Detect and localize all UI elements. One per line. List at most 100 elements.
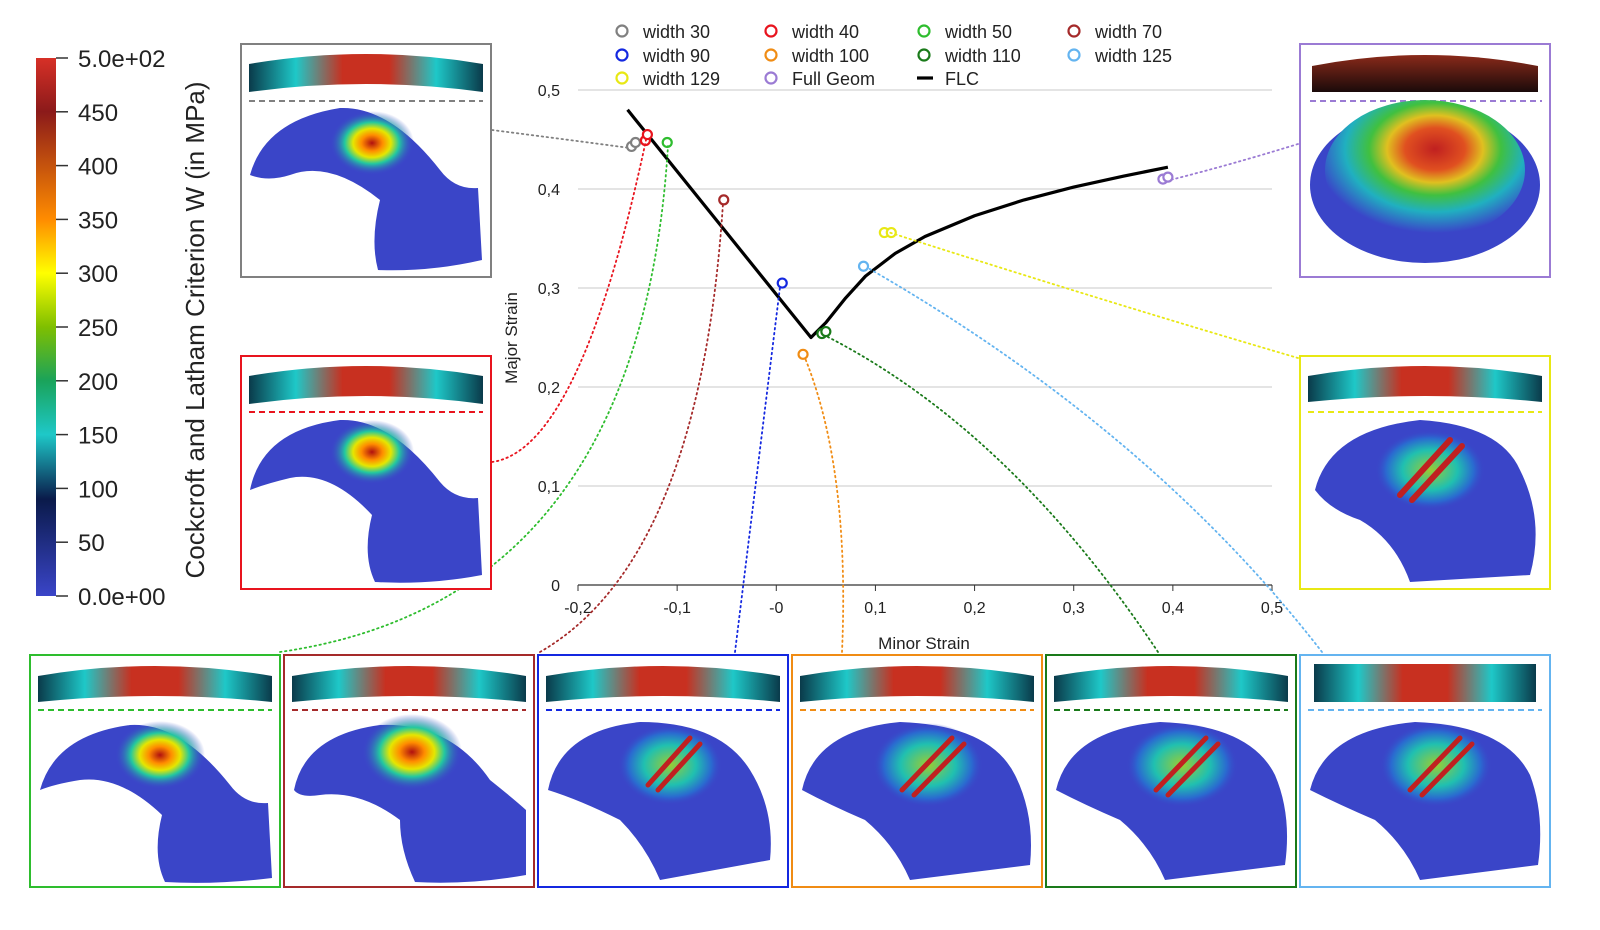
marker-width-125 xyxy=(857,260,870,272)
y-tick-label: 0,4 xyxy=(538,182,560,199)
crack-bands xyxy=(1407,735,1475,798)
colorbar-tick-label: 400 xyxy=(78,154,118,181)
marker-width-70 xyxy=(718,194,730,206)
section-band xyxy=(1054,666,1288,702)
colorbar-gradient xyxy=(36,58,56,596)
crack-bands xyxy=(899,735,967,798)
legend-label: width 30 xyxy=(642,22,710,42)
y-tick-label: 0 xyxy=(551,578,560,595)
panel-width-100 xyxy=(791,654,1043,888)
y-tick-label: 0,2 xyxy=(538,380,560,397)
x-tick-label: -0,2 xyxy=(564,600,592,617)
legend-swatch xyxy=(615,48,629,62)
leader-width-40 xyxy=(491,139,647,463)
legend-label: FLC xyxy=(945,69,979,89)
flc-curve xyxy=(626,108,1169,340)
hot-zone xyxy=(330,111,414,175)
leader-width-30 xyxy=(491,129,631,149)
legend-swatch xyxy=(1067,24,1081,38)
leader-width-125 xyxy=(867,267,1323,653)
legend-swatch xyxy=(764,48,778,62)
legend-label: width 70 xyxy=(1094,22,1162,42)
hot-zone xyxy=(115,721,205,789)
marker-width-40 xyxy=(641,128,654,141)
section-band xyxy=(249,366,483,404)
legend-label: width 40 xyxy=(791,22,859,42)
specimen-shape xyxy=(294,724,526,883)
colorbar-title: Cockcroft and Latham Criterion W (in MPa… xyxy=(180,81,210,578)
legend-label: width 50 xyxy=(944,22,1012,42)
legend-swatch xyxy=(917,24,931,38)
colorbar: 5.0e+02 450 400 350 300 250 200 150 100 50 0.0e+00… xyxy=(36,46,210,611)
section-band xyxy=(1308,366,1542,402)
x-axis-label: Minor Strain xyxy=(878,634,970,653)
panel-full-geom xyxy=(1299,43,1551,278)
marker-width-90 xyxy=(776,277,788,289)
panel-width-90 xyxy=(537,654,789,888)
leader-width-90 xyxy=(734,286,781,653)
leader-width-50 xyxy=(279,145,669,653)
legend-label: width 110 xyxy=(944,46,1021,66)
marker-width-100 xyxy=(797,348,809,360)
legend-label: width 100 xyxy=(791,46,869,66)
data-markers xyxy=(625,128,1174,360)
dome-field xyxy=(1325,100,1525,240)
section-band xyxy=(1312,55,1538,92)
legend-swatch xyxy=(615,71,629,85)
flc-chart: -0,2 -0,1 -0 0,1 0,2 0,3 0,4 0,5 00,10,20,30,40… xyxy=(502,22,1283,653)
legend-swatch xyxy=(917,48,931,62)
colorbar-tick-label: 450 xyxy=(78,100,118,127)
leader-width-100 xyxy=(804,357,845,653)
colorbar-tick-label: 5.0e+02 xyxy=(78,46,165,73)
legend-swatch xyxy=(1067,48,1081,62)
colorbar-tick-label: 150 xyxy=(78,423,118,450)
section-band xyxy=(249,54,483,92)
x-tick-label: 0,1 xyxy=(864,600,886,617)
colorbar-tick-label: 100 xyxy=(78,476,118,503)
marker-width-110 xyxy=(820,325,832,338)
marker-width-30 xyxy=(629,136,642,149)
leader-width-129 xyxy=(887,231,1299,359)
x-tick-label: 0,4 xyxy=(1162,600,1184,617)
panel-width-40 xyxy=(240,355,492,590)
x-tick-label: -0 xyxy=(769,600,783,617)
specimen-shape xyxy=(40,724,272,883)
colorbar-tick-label: 50 xyxy=(78,530,105,557)
specimen-shape xyxy=(250,107,482,271)
panel-width-50 xyxy=(29,654,281,888)
legend-swatch xyxy=(764,24,778,38)
legend-swatch xyxy=(615,24,629,38)
section-band xyxy=(38,666,272,702)
leader-full-geom xyxy=(1169,143,1299,181)
x-tick-label: 0,2 xyxy=(963,600,985,617)
marker-width-50 xyxy=(661,136,673,149)
legend-swatch xyxy=(764,71,778,85)
colorbar-tick-label: 0.0e+00 xyxy=(78,584,165,611)
colorbar-tick-label: 300 xyxy=(78,261,118,288)
y-tick-label: 0,3 xyxy=(538,281,560,298)
y-axis-label: Major Strain xyxy=(502,292,521,384)
x-ticks: -0,2 -0,1 -0 0,1 0,2 0,3 0,4 0,5 xyxy=(564,585,1283,617)
marker-full-geom xyxy=(1162,171,1174,183)
legend-label: width 90 xyxy=(642,46,710,66)
legend-label: Full Geom xyxy=(792,69,875,89)
colorbar-tick-label: 250 xyxy=(78,315,118,342)
panel-width-129 xyxy=(1299,355,1551,590)
leader-width-110 xyxy=(825,335,1159,653)
section-band xyxy=(800,666,1034,702)
hot-zone xyxy=(330,420,414,484)
y-tick-label: 0,1 xyxy=(538,479,560,496)
hot-zone xyxy=(1375,430,1485,510)
x-tick-label: -0,1 xyxy=(663,600,691,617)
gridlines xyxy=(578,89,1272,487)
colorbar-title-text: Cockcroft and Latham Criterion W (in MPa… xyxy=(180,81,210,578)
colorbar-tick-label: 350 xyxy=(78,207,118,234)
hot-zone xyxy=(618,725,722,805)
legend-label: width 125 xyxy=(1094,46,1172,66)
crack-bands xyxy=(645,735,703,793)
panel-width-110 xyxy=(1045,654,1297,888)
colorbar-tick-label: 200 xyxy=(78,369,118,396)
section-band xyxy=(292,666,526,702)
crack-bands xyxy=(1153,735,1221,798)
y-ticks: 0 0,1 0,2 0,3 0,4 0,5 xyxy=(538,83,560,595)
